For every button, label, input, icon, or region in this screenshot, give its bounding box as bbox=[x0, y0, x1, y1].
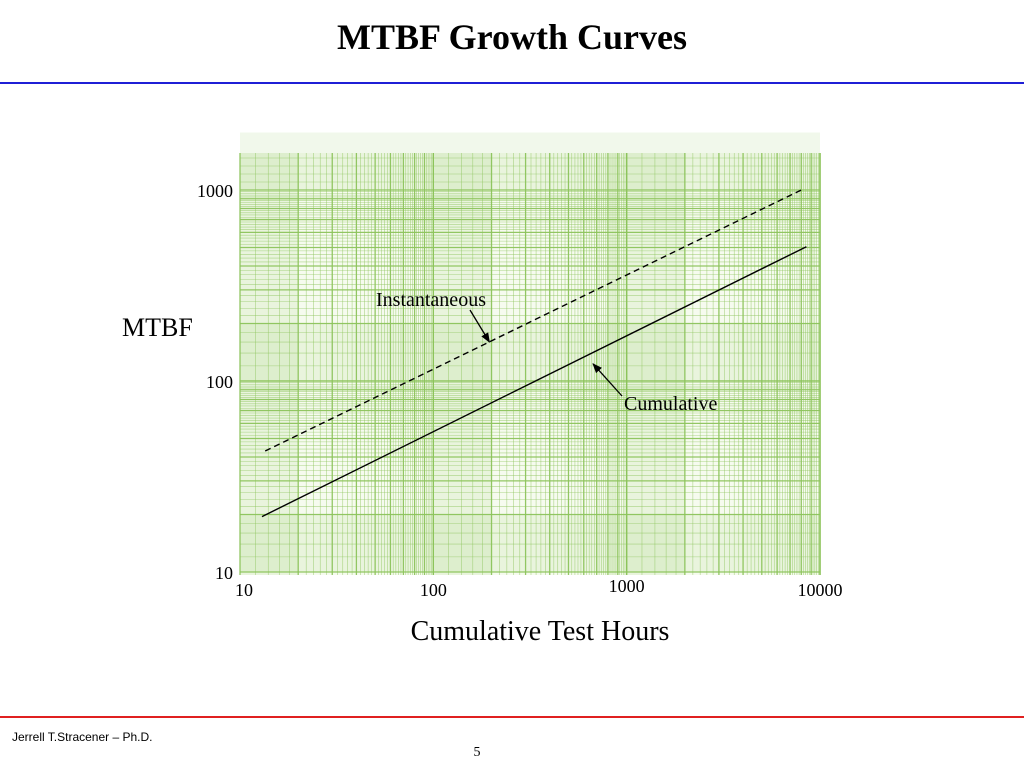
grid-band bbox=[240, 132, 820, 190]
grid-band bbox=[433, 153, 492, 575]
y-tick-label: 10 bbox=[215, 563, 233, 583]
annotation-arrow-cumulative bbox=[592, 363, 623, 397]
y-tick-label: 100 bbox=[206, 372, 233, 392]
series-line-cumulative bbox=[261, 246, 807, 518]
grid-band bbox=[626, 153, 685, 575]
grid-band bbox=[240, 514, 820, 572]
y-tick-label: 1000 bbox=[197, 181, 233, 201]
y-axis-title: MTBF bbox=[122, 313, 193, 342]
annotation-label-instantaneous: Instantaneous bbox=[376, 289, 486, 311]
slide-title: MTBF Growth Curves bbox=[337, 17, 687, 57]
footer-divider bbox=[0, 716, 1024, 718]
footer-author: Jerrell T.Stracener – Ph.D. bbox=[12, 730, 153, 744]
grid-band bbox=[240, 323, 820, 381]
x-tick-label: 10 bbox=[235, 580, 253, 600]
page-number: 5 bbox=[473, 745, 481, 760]
title-divider bbox=[0, 82, 1024, 84]
annotations: Instantaneous Cumulative bbox=[376, 289, 717, 415]
series-lines bbox=[261, 189, 807, 518]
tick-labels: 10 100 1000 10000 10 100 1000 bbox=[197, 181, 843, 600]
annotation-label-cumulative: Cumulative bbox=[624, 393, 717, 415]
x-tick-label: 1000 bbox=[609, 576, 645, 596]
grid-background bbox=[240, 153, 820, 575]
x-tick-label: 10000 bbox=[798, 580, 843, 600]
x-tick-label: 100 bbox=[420, 580, 447, 600]
annotation-arrow-instantaneous bbox=[469, 309, 490, 343]
x-axis-title: Cumulative Test Hours bbox=[411, 616, 670, 647]
graph-paper-grid bbox=[239, 132, 821, 575]
grid-band bbox=[240, 153, 299, 575]
